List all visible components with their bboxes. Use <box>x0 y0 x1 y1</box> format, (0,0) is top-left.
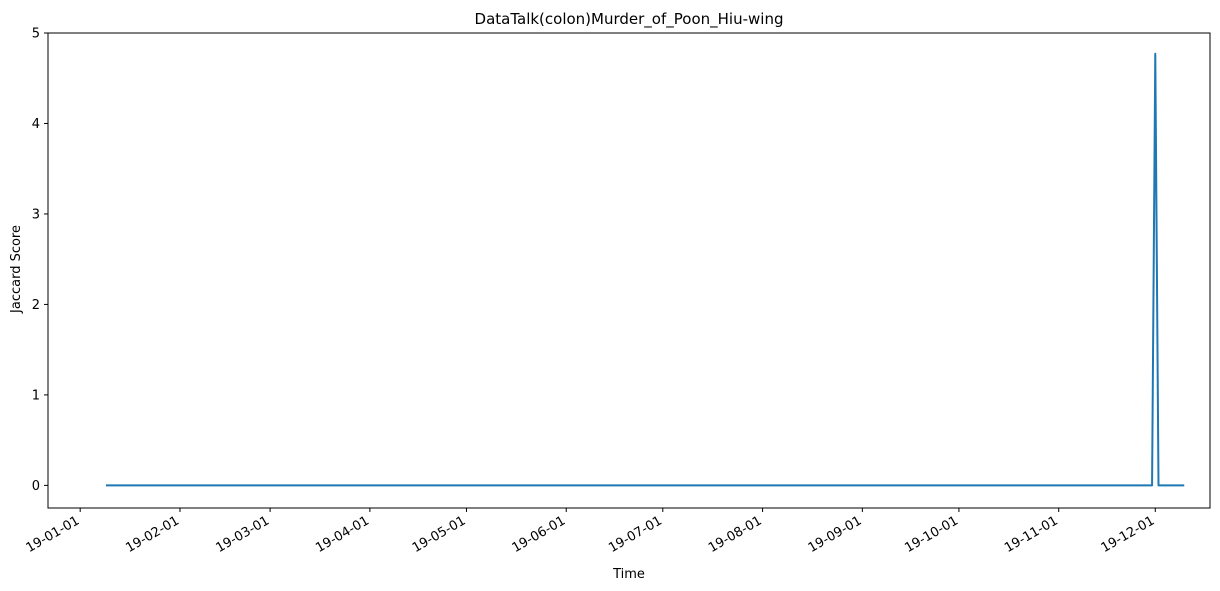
y-tick-label: 0 <box>32 479 40 494</box>
plot-area <box>47 32 1211 509</box>
x-tick-label: 19-11-01 <box>1002 513 1061 555</box>
x-tick-label: 19-12-01 <box>1099 513 1158 555</box>
x-tick-label: 19-03-01 <box>213 513 272 555</box>
y-tick-label: 5 <box>32 27 40 42</box>
y-tick-label: 2 <box>32 298 40 313</box>
y-axis: 0 1 2 3 4 5 <box>32 27 48 494</box>
x-tick-label: 19-04-01 <box>313 513 372 555</box>
x-tick-label: 19-02-01 <box>123 513 182 555</box>
x-tick-label: 19-01-01 <box>24 513 83 555</box>
x-tick-label: 19-06-01 <box>510 513 569 555</box>
x-tick-label: 19-05-01 <box>410 513 469 555</box>
y-axis-label: Jaccard Score <box>9 225 24 314</box>
chart-title: DataTalk(colon)Murder_of_Poon_Hiu-wing <box>475 10 784 29</box>
y-tick-label: 4 <box>32 117 40 132</box>
plot-frame <box>47 32 1211 509</box>
x-tick-label: 19-07-01 <box>606 513 665 555</box>
series-line <box>105 52 1185 487</box>
x-axis-label: Time <box>612 567 645 582</box>
x-tick-label: 19-09-01 <box>806 513 865 555</box>
x-tick-label: 19-08-01 <box>706 513 765 555</box>
y-tick-label: 1 <box>32 388 40 403</box>
y-tick-label: 3 <box>32 207 40 222</box>
x-axis: 19-01-01 19-02-01 19-03-01 19-04-01 19-05-01… <box>24 508 1158 556</box>
x-tick-label: 19-10-01 <box>902 513 961 555</box>
